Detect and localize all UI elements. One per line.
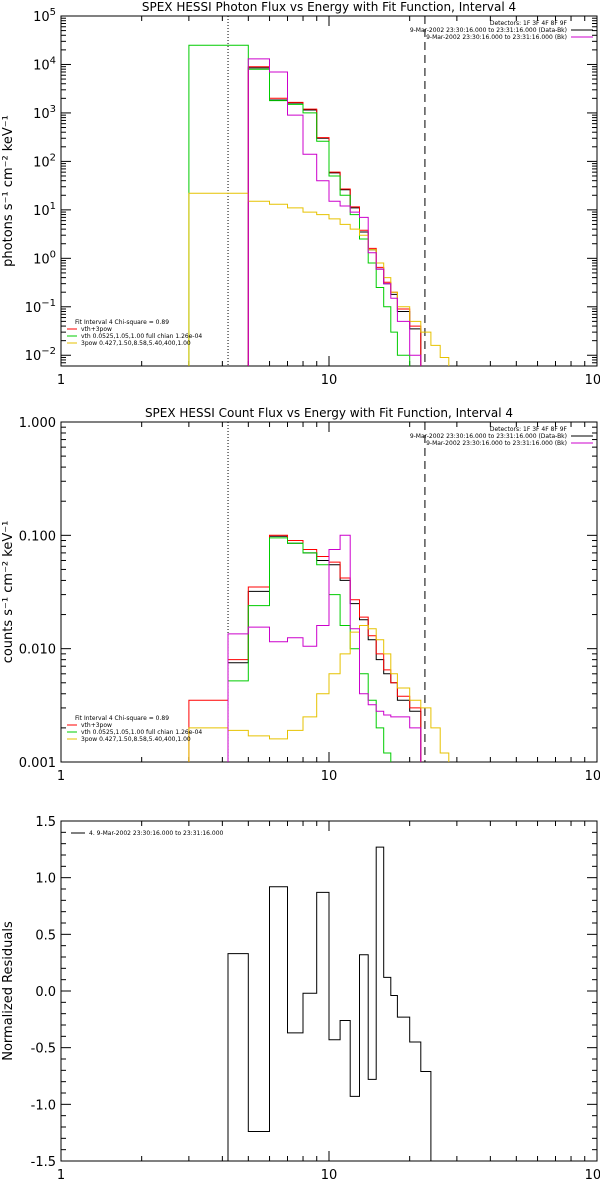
legend-entry: vth+3pow	[81, 722, 112, 729]
y-tick-label: -0.5	[31, 1042, 56, 1057]
legend-entry: vth 0.0525,1.05,1.00 full chian 1.26e-04	[81, 729, 202, 736]
legend-title: Fit Interval 4 Chi-square = 0.89	[75, 715, 169, 722]
legend-entry: vth+3pow	[81, 326, 112, 333]
detectors-label: Detectors: 1F 3F 4F 8F 9F	[490, 426, 568, 433]
x-tick-label: 10	[321, 373, 338, 388]
y-tick-label: 102	[33, 152, 56, 170]
y-tick-label: 0.0	[35, 985, 56, 1000]
series-bk	[247, 58, 422, 366]
series-data	[227, 535, 422, 762]
x-tick-label: 1	[57, 1168, 65, 1183]
interval-label: 9-Mar-2002 23:30:16.000 to 23:31:16.000 …	[426, 34, 567, 41]
series-3pow	[188, 192, 450, 366]
chart-panel-3: 1 10 100 -1.5 -1.0 -0.5 0.0 0.5 1.0 1.5 Normalized…	[1, 815, 600, 1183]
series-bk	[227, 534, 422, 762]
y-tick-label: 105	[33, 7, 56, 25]
interval-label: 9-Mar-2002 23:30:16.000 to 23:31:16.000 …	[410, 27, 567, 34]
series-vth-3pow	[188, 534, 422, 762]
y-tick-label: 0.100	[19, 529, 56, 544]
series-vth-3pow	[247, 66, 422, 366]
y-tick-label: 1.5	[35, 815, 56, 830]
x-tick-label: 100	[585, 769, 600, 784]
legend-entry: vth 0.0525,1.05,1.00 full chian 1.26e-04	[81, 333, 202, 340]
interval-label: 9-Mar-2002 23:30:16.000 to 23:31:16.000 …	[410, 433, 567, 440]
y-tick-label: -1.5	[31, 1155, 56, 1170]
interval-label: 9-Mar-2002 23:30:16.000 to 23:31:16.000 …	[426, 440, 567, 447]
y-tick-label: -1.0	[31, 1098, 56, 1113]
series-group	[227, 846, 432, 1161]
y-tick-label: 0.5	[35, 928, 56, 943]
series-group	[188, 534, 450, 762]
y-axis-label: counts s⁻¹ cm⁻² keV⁻¹	[1, 521, 16, 664]
chart-title: SPEX HESSI Photon Flux vs Energy with Fi…	[142, 0, 516, 14]
y-tick-label: 1.000	[19, 416, 56, 431]
y-tick-label: 0.010	[19, 643, 56, 658]
y-tick-label: 1.0	[35, 872, 56, 887]
x-tick-label: 10	[321, 1168, 338, 1183]
x-tick-label: 100	[585, 1168, 600, 1183]
detectors-label: Detectors: 1F 3F 4F 8F 9F	[490, 20, 568, 27]
y-tick-label: 100	[33, 249, 56, 267]
legend-entry: 3pow 0.427,1.50,8.58,5.40,400,1.00	[81, 340, 191, 347]
x-tick-label: 1	[57, 373, 65, 388]
y-tick-label: 103	[33, 104, 56, 122]
chart-title: SPEX HESSI Count Flux vs Energy with Fit…	[145, 406, 513, 420]
x-tick-label: 10	[321, 769, 338, 784]
y-tick-label: 0.001	[19, 756, 56, 771]
series-residuals	[227, 846, 432, 1161]
y-tick-label: 104	[33, 55, 56, 73]
legend-entry: 4. 9-Mar-2002 23:30:16.000 to 23:31:16.0…	[89, 830, 224, 837]
series-group	[188, 44, 450, 366]
series-vth	[227, 537, 392, 762]
y-tick-label: 101	[33, 201, 56, 219]
legend-entry: 3pow 0.427,1.50,8.58,5.40,400,1.00	[81, 736, 191, 743]
y-axis-label: photons s⁻¹ cm⁻² keV⁻¹	[1, 115, 16, 267]
chart-panel-1: SPEX HESSI Photon Flux vs Energy with Fi…	[1, 0, 600, 388]
legend-title: Fit Interval 4 Chi-square = 0.89	[75, 319, 169, 326]
series-vth	[188, 44, 411, 366]
x-tick-label: 100	[585, 373, 600, 388]
y-axis-label: Normalized Residuals	[1, 921, 16, 1061]
y-tick-label: 10−1	[25, 298, 56, 316]
x-tick-label: 1	[57, 769, 65, 784]
y-tick-label: 10−2	[25, 346, 56, 364]
series-data	[247, 67, 422, 366]
chart-panel-2: SPEX HESSI Count Flux vs Energy with Fit…	[1, 406, 600, 784]
